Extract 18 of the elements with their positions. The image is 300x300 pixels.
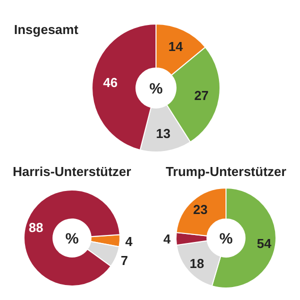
data-label: 54 bbox=[256, 236, 272, 252]
chart-title: Harris-Unterstützer bbox=[12, 164, 132, 179]
data-label: 18 bbox=[190, 256, 204, 271]
text: % bbox=[149, 80, 163, 98]
data-label: 14 bbox=[168, 38, 184, 54]
chart-title: Insgesamt bbox=[14, 22, 79, 37]
text: % bbox=[65, 230, 79, 248]
text: % bbox=[219, 230, 233, 248]
chart-title: Trump-Unterstützer bbox=[166, 164, 286, 179]
data-label: 46 bbox=[103, 74, 118, 90]
donut-slice bbox=[24, 190, 120, 286]
data-label: 4 bbox=[163, 231, 172, 246]
data-label: 27 bbox=[194, 88, 209, 103]
data-label: 88 bbox=[28, 220, 44, 236]
data-label: 4 bbox=[125, 234, 134, 249]
data-label: 7 bbox=[120, 253, 128, 268]
data-label: 13 bbox=[156, 126, 170, 141]
data-label: 23 bbox=[193, 202, 208, 217]
